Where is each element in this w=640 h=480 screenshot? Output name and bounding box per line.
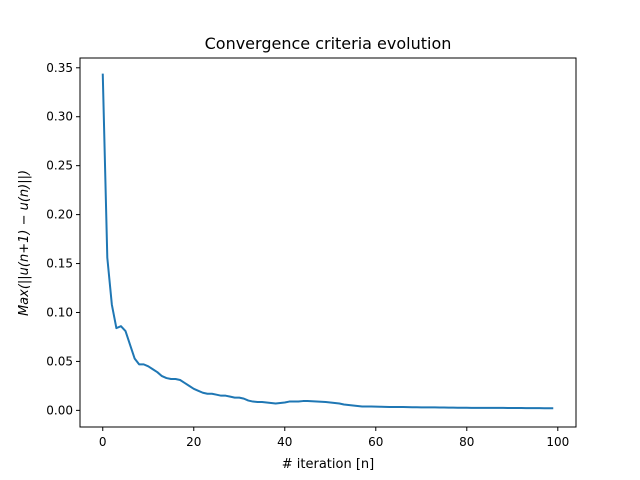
x-axis-label: # iteration [n] [282, 457, 374, 472]
series-line-0 [101, 73, 554, 410]
chart-title: Convergence criteria evolution [205, 34, 452, 53]
x-tick-label: 0 [99, 435, 107, 449]
x-tick-label: 100 [546, 435, 569, 449]
y-axis-label-text: Max(||u(n+1) − u(n)||) [17, 170, 32, 316]
x-tick-label: 80 [459, 435, 474, 449]
x-axis-ticks: 0 20 40 60 80 100 [99, 427, 569, 449]
x-tick-label: 20 [186, 435, 201, 449]
plot-area [101, 73, 554, 410]
x-tick-label: 40 [277, 435, 292, 449]
y-tick-label: 0.25 [46, 159, 73, 173]
y-tick-label: 0.35 [46, 61, 73, 75]
y-tick-label: 0.15 [46, 257, 73, 271]
y-tick-label: 0.30 [46, 110, 73, 124]
y-axis-label: Max(||u(n+1) − u(n)||) [17, 170, 32, 316]
y-axis-ticks: 0.00 0.05 0.10 0.15 0.20 0.25 0.30 0.35 [46, 61, 80, 417]
y-tick-label: 0.10 [46, 305, 73, 319]
y-tick-label: 0.00 [46, 403, 73, 417]
y-tick-label: 0.20 [46, 208, 73, 222]
x-tick-label: 60 [368, 435, 383, 449]
y-tick-label: 0.05 [46, 354, 73, 368]
axes-frame [79, 57, 577, 428]
